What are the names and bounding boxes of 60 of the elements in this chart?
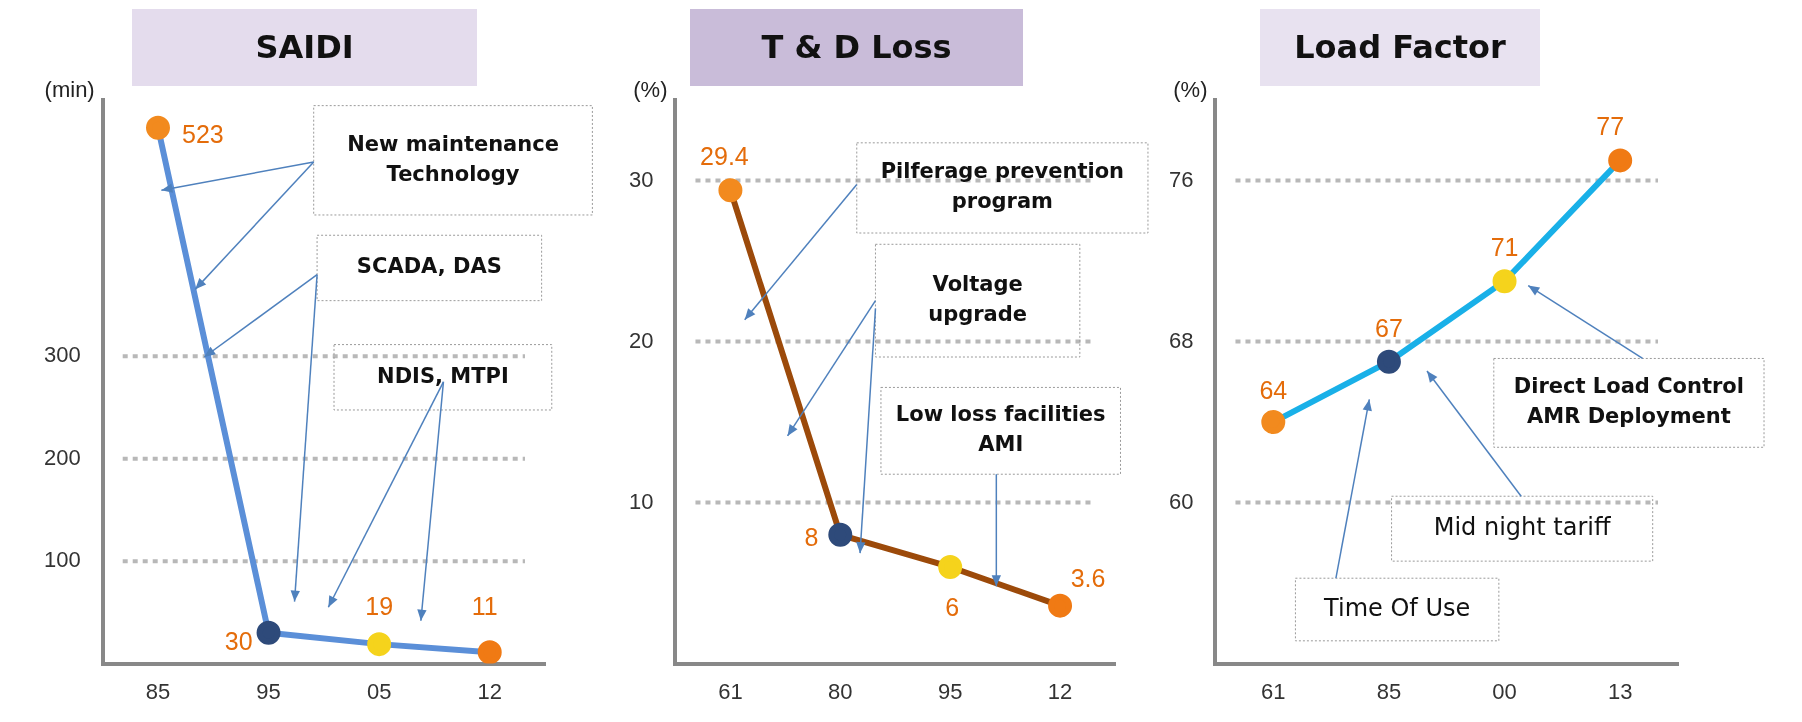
x-tick-label: 80 [828,678,853,704]
data-label: 67 [1375,313,1403,342]
data-label: 3.6 [1070,563,1106,592]
y-axis-title: (min) [44,77,95,103]
data-label: 523 [181,119,224,148]
annotation: Time Of Use [1323,593,1471,622]
annotation: Direct Load Control AMR Deployment [1513,374,1744,429]
chart-title: T & D Loss [690,9,1023,86]
data-label: 29.4 [700,142,749,171]
y-tick-label: 68 [1168,327,1194,353]
x-tick-label: 13 [1607,678,1633,704]
annotation: Voltage upgrade [928,272,1028,327]
x-tick-label: 12 [1047,678,1073,704]
y-tick-label: 76 [1168,166,1194,192]
data-label: 77 [1596,112,1625,141]
point [1261,410,1286,435]
point [938,554,963,579]
y-axis-title: (%) [1173,77,1208,103]
point [1048,593,1073,618]
x-tick-label: 85 [1376,678,1402,704]
point [256,620,281,645]
chart-title: Load Factor [1260,9,1540,86]
annotation: New maintenance Technology [347,131,559,186]
y-tick-label: 300 [43,342,81,368]
data-label: 8 [804,522,819,551]
point [145,115,170,140]
point [828,522,853,547]
x-tick-label: 05 [366,678,392,704]
x-tick-label: 00 [1492,678,1517,704]
annotation: Low loss facilities AMI [895,402,1106,457]
data-label: 6 [945,592,960,621]
x-tick-label: 61 [718,678,743,704]
point [1376,349,1401,374]
point [1492,269,1517,294]
point [1608,148,1633,173]
y-tick-label: 60 [1168,488,1194,514]
point [477,640,502,664]
point [367,632,392,657]
annotation: Pilferage prevention program [880,159,1125,214]
data-label: 11 [471,592,498,621]
y-axis-title: (%) [633,77,668,103]
y-tick-label: 30 [628,166,654,192]
data-label: 19 [365,592,394,621]
x-tick-label: 61 [1261,678,1286,704]
y-tick-label: 100 [43,547,81,573]
y-tick-label: 10 [628,488,654,514]
annotation: NDIS, MTPI [377,363,509,388]
annotation: Mid night tariff [1433,512,1611,541]
point [718,178,743,203]
y-tick-label: 20 [628,327,654,353]
x-tick-label: 95 [937,678,963,704]
chart-title: SAIDI [132,9,477,86]
x-tick-label: 12 [477,678,502,704]
annotation: SCADA, DAS [356,254,502,279]
y-tick-label: 200 [43,444,81,470]
x-tick-label: 85 [145,678,171,704]
data-label: 30 [224,626,253,655]
x-tick-label: 95 [256,678,281,704]
data-label: 71 [1490,233,1519,262]
data-label: 64 [1259,375,1288,404]
